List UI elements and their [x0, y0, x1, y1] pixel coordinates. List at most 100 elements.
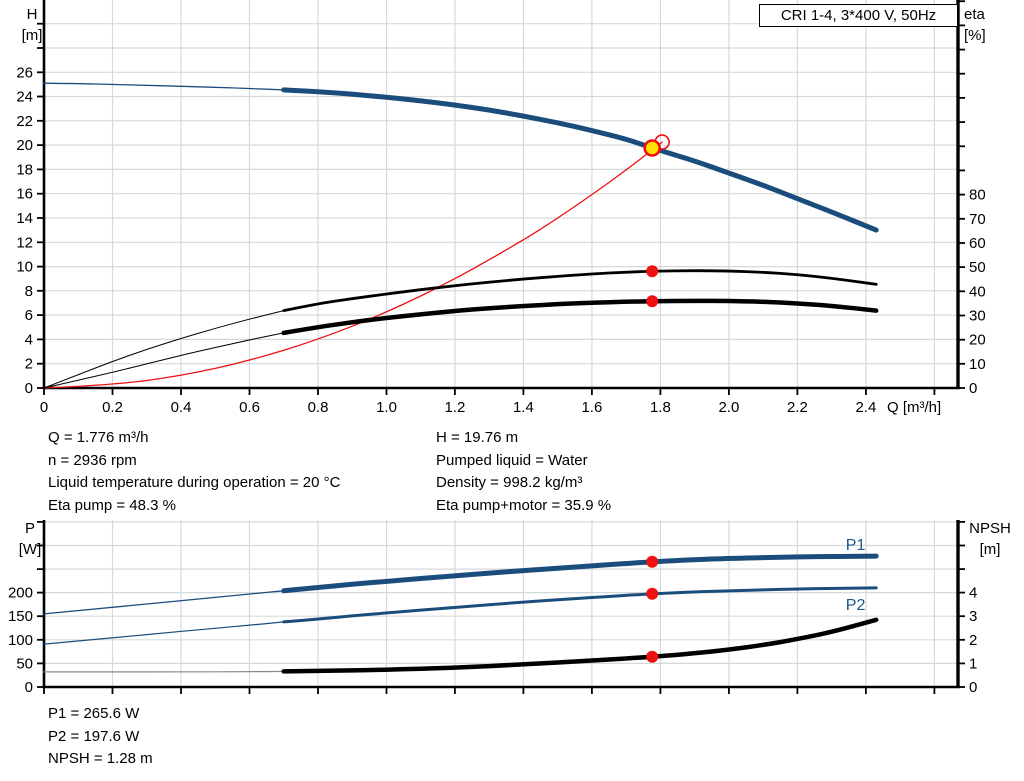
- svg-text:1.8: 1.8: [650, 399, 671, 416]
- svg-text:100: 100: [8, 632, 33, 649]
- eta-axis-title-line2: [%]: [964, 27, 986, 44]
- info-eta-pump: Eta pump = 48.3 %: [48, 496, 176, 514]
- eta-pump-motor-point-marker: [646, 295, 659, 308]
- svg-text:0: 0: [969, 380, 977, 397]
- duty-info-left: Q = 1.776 m³/h n = 2936 rpm Liquid tempe…: [48, 427, 340, 517]
- svg-text:16: 16: [16, 186, 33, 203]
- eta-axis-title-line1: eta: [964, 6, 985, 23]
- info-p1: P1 = 265.6 W: [48, 705, 140, 722]
- p-axis-title-line1: P: [24, 520, 35, 537]
- eta-pump-point-marker: [646, 265, 659, 278]
- info-speed: n = 2936 rpm: [48, 451, 137, 469]
- svg-text:22: 22: [16, 113, 33, 130]
- tick-marks: [37, 0, 965, 395]
- svg-text:0.2: 0.2: [102, 399, 123, 416]
- svg-text:30: 30: [969, 308, 986, 325]
- svg-text:0: 0: [969, 679, 977, 696]
- info-q: Q = 1.776 m³/h: [48, 429, 149, 446]
- markers: [643, 134, 670, 308]
- svg-text:1: 1: [969, 655, 977, 672]
- p-axis-title-line2: [W]: [18, 541, 42, 558]
- svg-text:20: 20: [969, 332, 986, 349]
- duty-info-right: H = 19.76 m Pumped liquid = Water Densit…: [436, 427, 611, 517]
- svg-text:0.4: 0.4: [171, 399, 192, 416]
- svg-text:8: 8: [25, 283, 33, 300]
- info-liquid-temperature: Liquid temperature during operation = 20…: [48, 474, 341, 491]
- svg-text:70: 70: [969, 211, 986, 228]
- svg-text:50: 50: [969, 259, 986, 276]
- h-axis-title-line2: [m]: [21, 27, 43, 44]
- svg-text:2: 2: [25, 356, 33, 373]
- npsh-axis-title-line1: NPSH: [969, 520, 1011, 537]
- svg-text:50: 50: [16, 655, 33, 672]
- svg-text:0.6: 0.6: [239, 399, 260, 416]
- system-curve: [43, 141, 663, 389]
- tick-labels: 0 50 100 150 200 0 1 2 3 4: [8, 585, 977, 696]
- svg-text:14: 14: [16, 210, 33, 227]
- hq-eta-chart: 0246810121416182022242601020304050607080…: [16, 0, 986, 416]
- info-pumped-liquid: Pumped liquid = Water: [436, 451, 588, 469]
- info-npsh: NPSH = 1.28 m: [48, 750, 153, 767]
- svg-text:10: 10: [969, 356, 986, 373]
- svg-text:2.4: 2.4: [855, 399, 876, 416]
- p-axis-title: P [W]: [8, 518, 52, 560]
- tick-marks: [37, 521, 965, 694]
- svg-text:200: 200: [8, 585, 33, 602]
- svg-text:80: 80: [969, 187, 986, 204]
- svg-text:40: 40: [969, 283, 986, 300]
- p2-point-marker: [646, 587, 659, 600]
- npsh-axis-title: NPSH [m]: [960, 518, 1020, 560]
- svg-text:1.4: 1.4: [513, 399, 534, 416]
- h-axis-title: H [m]: [10, 4, 54, 46]
- eta-pump-curve: [43, 269, 878, 389]
- info-eta-pump-motor: Eta pump+motor = 35.9 %: [436, 496, 612, 514]
- markers: [646, 555, 659, 663]
- eta-pump-motor-curve: [43, 298, 879, 389]
- svg-text:24: 24: [16, 89, 33, 106]
- p1-label: P1: [846, 537, 866, 554]
- hq-curve: [43, 82, 879, 233]
- eta-axis-title: eta [%]: [964, 4, 1014, 46]
- p1-curve: [43, 553, 879, 615]
- svg-text:18: 18: [16, 161, 33, 178]
- svg-text:2.0: 2.0: [718, 399, 739, 416]
- svg-text:1.0: 1.0: [376, 399, 397, 416]
- axes: [42, 520, 960, 689]
- svg-text:4: 4: [25, 331, 33, 348]
- duty-point-marker[interactable]: [643, 139, 662, 157]
- p2-curve: [43, 586, 878, 645]
- info-h: H = 19.76 m: [436, 429, 519, 446]
- svg-text:2: 2: [969, 632, 977, 649]
- gridlines: [44, 0, 958, 388]
- svg-text:4: 4: [969, 585, 977, 602]
- svg-text:150: 150: [8, 608, 33, 625]
- power-info: P1 = 265.6 W P2 = 197.6 W NPSH = 1.28 m: [48, 703, 153, 771]
- svg-text:20: 20: [16, 137, 33, 154]
- info-density: Density = 998.2 kg/m³: [436, 474, 583, 491]
- tick-labels: 0246810121416182022242601020304050607080…: [16, 64, 985, 416]
- svg-text:0: 0: [40, 399, 48, 416]
- h-axis-title-line1: H: [26, 6, 38, 23]
- svg-text:0: 0: [25, 380, 33, 397]
- svg-text:26: 26: [16, 64, 33, 81]
- svg-text:12: 12: [16, 234, 33, 251]
- svg-text:2.2: 2.2: [787, 399, 808, 416]
- svg-text:10: 10: [16, 259, 33, 276]
- svg-text:6: 6: [25, 307, 33, 324]
- svg-text:0.8: 0.8: [308, 399, 329, 416]
- svg-text:3: 3: [969, 608, 977, 625]
- info-p2: P2 = 197.6 W: [48, 727, 140, 745]
- axes: [42, 0, 960, 390]
- svg-text:1.6: 1.6: [581, 399, 602, 416]
- npsh-point-marker: [646, 650, 659, 663]
- svg-text:0: 0: [25, 679, 33, 696]
- p2-label: P2: [846, 597, 866, 614]
- power-npsh-chart: 0 50 100 150 200 0 1 2 3 4 P1 P2: [8, 520, 977, 696]
- npsh-axis-title-line2: [m]: [979, 541, 1001, 558]
- npsh-curve: [43, 617, 879, 674]
- pump-title-box: CRI 1-4, 3*400 V, 50Hz: [759, 4, 958, 27]
- svg-text:1.2: 1.2: [444, 399, 465, 416]
- q-axis-title: Q [m³/h]: [887, 399, 942, 416]
- p1-point-marker: [646, 555, 659, 568]
